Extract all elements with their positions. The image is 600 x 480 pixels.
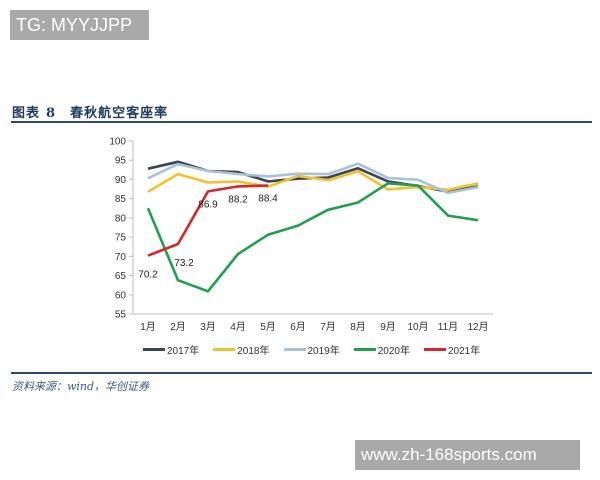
x-tick-label: 1月	[140, 321, 156, 333]
legend-item-2017: 2017年	[143, 342, 199, 357]
y-tick-label: 70	[115, 252, 127, 263]
chart-legend: 2017年 2018年 2019年 2020年 2021年	[143, 342, 480, 357]
legend-label: 2020年	[377, 346, 410, 357]
y-tick-label: 65	[115, 271, 127, 282]
legend-swatch	[213, 348, 236, 351]
y-tick-label: 75	[115, 233, 127, 244]
x-tick-label: 2月	[170, 321, 186, 333]
x-axis: 1月 2月 3月 4月 5月 6月 7月 8月 9月 10月 11月 12月	[133, 313, 493, 333]
x-tick-label: 5月	[260, 321, 276, 333]
series-line-2020	[146, 182, 479, 293]
legend-swatch	[143, 348, 165, 351]
data-labels: 70.2 73.2 86.9 88.2 88.4	[138, 194, 278, 281]
watermark-url: www.zh-168sports.com	[355, 440, 580, 470]
source-divider	[11, 372, 592, 374]
x-tick-label: 8月	[350, 321, 366, 333]
y-tick-label: 100	[109, 137, 126, 148]
y-tick-label: 90	[115, 175, 127, 186]
y-tick-label: 95	[115, 156, 127, 167]
y-axis: 55 60 65 70 75 80 85 90 95 100	[109, 137, 134, 321]
data-label: 70.2	[138, 270, 158, 281]
legend-item-2019: 2019年	[283, 342, 340, 357]
figure-title: 图表 8 春秋航空客座率	[12, 102, 168, 121]
figure-title-text: 春秋航空客座率	[70, 106, 169, 121]
x-tick-label: 4月	[230, 321, 246, 333]
data-label: 88.2	[228, 194, 248, 205]
source-note: 资料来源：wind，华创证券	[12, 380, 150, 393]
legend-label: 2017年	[167, 346, 200, 357]
data-label: 88.4	[258, 194, 278, 205]
x-tick-label: 9月	[380, 321, 396, 333]
legend-swatch	[283, 348, 306, 351]
series-line-2019	[147, 162, 479, 195]
line-chart: 55 60 65 70 75 80 85 90 95 100 1月 2月 3月 4月 5月 6月 7月 8月 9月…	[109, 137, 493, 333]
x-tick-label: 10月	[407, 321, 428, 333]
legend-item-2021: 2021年	[424, 342, 480, 357]
legend-swatch	[353, 348, 376, 351]
x-tick-label: 11月	[438, 321, 458, 333]
legend-label: 2019年	[307, 346, 340, 357]
series-line-2018	[147, 170, 479, 193]
y-tick-label: 85	[115, 194, 127, 205]
y-tick-label: 80	[115, 213, 127, 224]
x-tick-label: 7月	[320, 321, 336, 333]
chart-series	[146, 160, 479, 293]
watermark-telegram: TG: MYYJJPP	[10, 10, 149, 40]
figure-number: 8	[46, 106, 57, 121]
title-divider	[11, 121, 592, 123]
x-tick-label: 3月	[200, 321, 216, 333]
y-tick-label: 60	[115, 290, 127, 301]
legend-item-2020: 2020年	[353, 342, 410, 357]
legend-swatch	[424, 348, 446, 351]
legend-item-2018: 2018年	[213, 342, 270, 357]
legend-label: 2021年	[448, 346, 481, 357]
series-line-2021	[147, 184, 269, 257]
legend-label: 2018年	[237, 346, 270, 357]
data-label: 86.9	[198, 199, 218, 210]
data-label: 73.2	[174, 258, 194, 269]
x-tick-label: 12月	[467, 321, 488, 333]
figure-label: 图表	[12, 106, 41, 121]
x-tick-label: 6月	[290, 321, 306, 333]
y-tick-label: 55	[115, 310, 127, 321]
